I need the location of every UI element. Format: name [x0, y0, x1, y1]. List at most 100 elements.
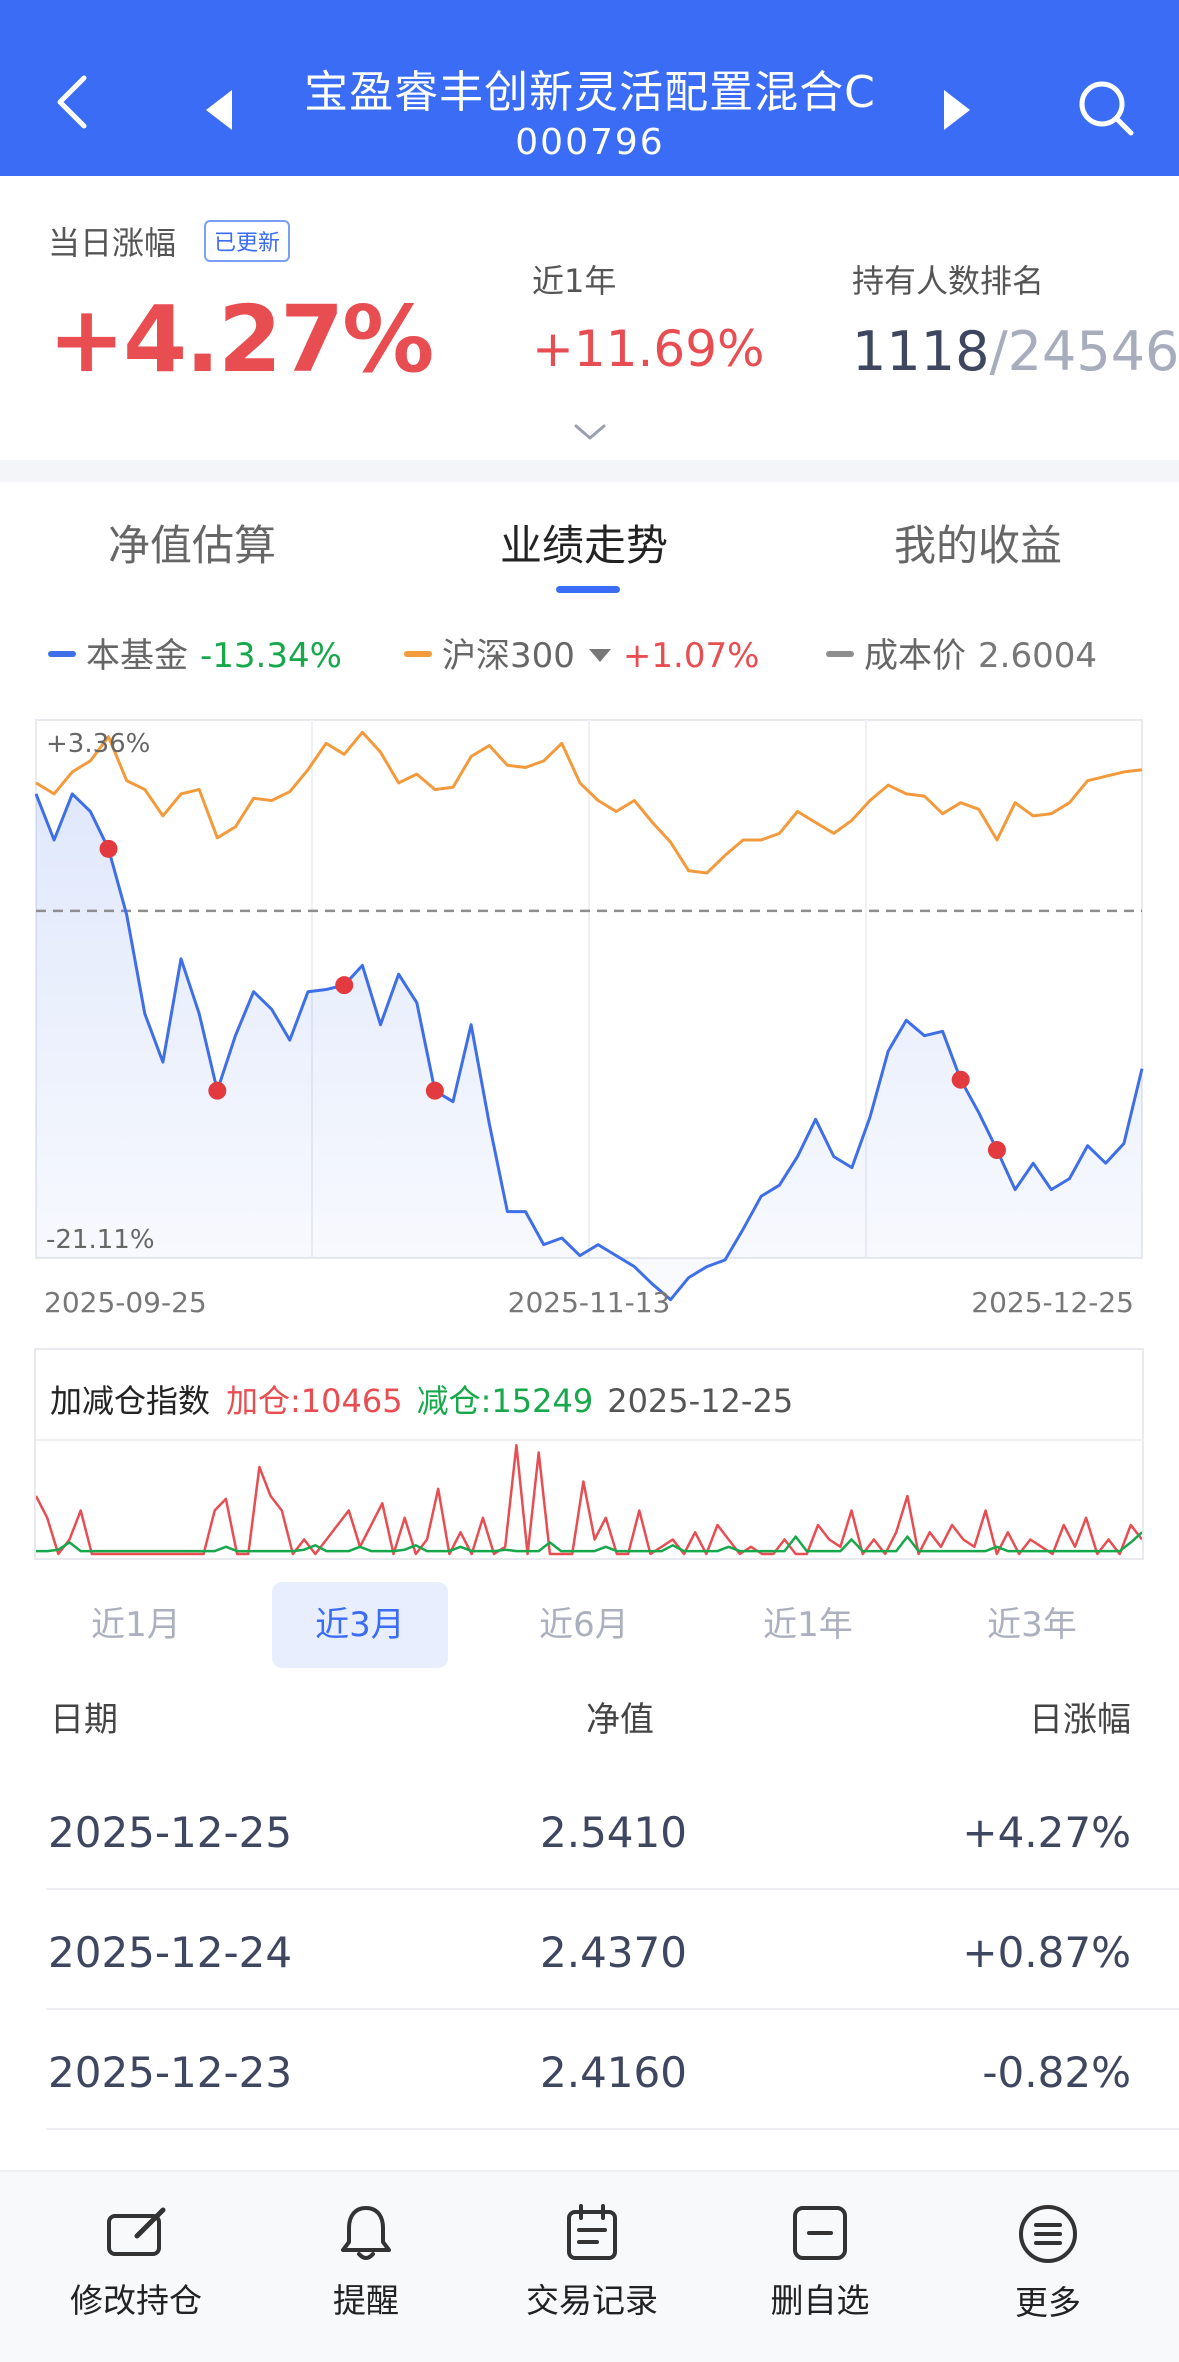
row-nav: 2.4160	[540, 2048, 687, 2097]
x-tick-label: 2025-12-25	[971, 1286, 1134, 1319]
row-divider	[46, 2128, 1179, 2130]
row-nav: 2.5410	[540, 1808, 687, 1857]
header-date: 日期	[50, 1700, 118, 1740]
previous-fund-icon[interactable]	[200, 86, 240, 134]
row-date: 2025-12-23	[48, 2048, 293, 2097]
fund-title: 宝盈睿丰创新灵活配置混合C	[304, 67, 876, 118]
tab-my-earnings[interactable]: 我的收益	[894, 521, 1063, 570]
next-fund-icon[interactable]	[936, 86, 976, 134]
reminder-button[interactable]: 提醒	[266, 2202, 466, 2322]
more-menu-icon	[1019, 2205, 1077, 2263]
edit-holding-button[interactable]: 修改持仓	[36, 2202, 236, 2322]
chart-tabs: 净值估算 业绩走势 我的收益	[0, 482, 1179, 593]
rank-total: /24546	[989, 320, 1179, 383]
position-index-header: 加减仓指数 加仓:10465 减仓:15249 2025-12-25	[50, 1376, 793, 1422]
legend-index[interactable]: 沪深300 +1.07%	[404, 628, 759, 677]
table-row[interactable]: 2025-12-25 2.5410 +4.27%	[0, 1770, 1179, 1890]
tab-performance[interactable]: 业绩走势	[500, 521, 669, 570]
edit-holding-label: 修改持仓	[70, 2281, 202, 2320]
chart-series-layer	[34, 730, 1144, 1302]
x-tick-label: 2025-11-13	[508, 1286, 671, 1319]
holder-rank-label: 持有人数排名	[852, 262, 1045, 300]
dropdown-caret-icon[interactable]	[588, 649, 611, 662]
row-change: +0.87%	[962, 1928, 1131, 1977]
row-divider	[46, 2008, 1179, 2010]
legend-fund-name: 本基金	[86, 636, 188, 676]
header-nav: 净值	[586, 1700, 654, 1740]
section-divider	[0, 460, 1179, 482]
add-position-value: 加仓:10465	[226, 1382, 403, 1420]
trade-marker[interactable]	[425, 1081, 444, 1100]
chevron-down-icon[interactable]	[572, 420, 608, 444]
trade-record-label: 交易记录	[526, 2281, 658, 2320]
position-index-layer	[36, 1444, 1142, 1556]
remove-favorite-label: 删自选	[770, 2281, 870, 2320]
y-top-label: +3.36%	[46, 729, 150, 759]
x-tick-label: 2025-09-25	[44, 1286, 207, 1319]
remove-favorite-button[interactable]: 删自选	[720, 2202, 920, 2322]
y-bottom-label: -21.11%	[46, 1225, 155, 1255]
row-date: 2025-12-25	[48, 1808, 293, 1857]
legend-index-value: +1.07%	[622, 636, 760, 676]
rank-position: 1118	[852, 320, 990, 383]
cost-swatch	[826, 650, 854, 657]
trade-record-button[interactable]: 交易记录	[492, 2202, 692, 2322]
updated-badge: 已更新	[204, 220, 291, 262]
remove-favorite-icon	[793, 2206, 847, 2260]
more-label: 更多	[1015, 2283, 1081, 2322]
performance-chart-svg: +3.36% -21.11% 2025-09-25 2025-11-13 202…	[34, 719, 1144, 1319]
daily-change-value: +4.27%	[48, 286, 434, 393]
position-index-title: 加减仓指数	[50, 1382, 211, 1420]
chart-legend: 本基金 -13.34% 沪深300 +1.07% 成本价 2.6004	[0, 628, 1179, 684]
header-change: 日涨幅	[1029, 1700, 1131, 1740]
search-icon[interactable]	[1076, 78, 1136, 138]
period-selector: 近1月 近3月 近6月 近1年 近3年	[0, 1582, 1179, 1672]
edit-holding-icon	[107, 2207, 166, 2256]
period-3m[interactable]: 近3月	[272, 1582, 448, 1668]
legend-index-name: 沪深300	[442, 636, 575, 676]
row-change: -0.82%	[982, 2048, 1131, 2097]
position-index-date: 2025-12-25	[607, 1382, 794, 1420]
year-change-label: 近1年	[532, 262, 617, 300]
period-6m[interactable]: 近6月	[539, 1605, 629, 1645]
more-button[interactable]: 更多	[948, 2202, 1148, 2324]
position-index-chart: 加减仓指数 加仓:10465 减仓:15249 2025-12-25	[34, 1348, 1144, 1560]
position-index-svg	[36, 1439, 1142, 1556]
reminder-label: 提醒	[333, 2281, 399, 2320]
fund-area-fill	[36, 793, 1142, 1300]
active-tab-indicator	[556, 586, 620, 593]
bottom-action-bar: 修改持仓 提醒 交易记录 删自选	[0, 2170, 1179, 2362]
trade-marker[interactable]	[951, 1070, 970, 1089]
index-swatch	[404, 650, 432, 657]
row-divider	[46, 1888, 1179, 1890]
trade-marker[interactable]	[208, 1081, 227, 1100]
legend-cost: 成本价 2.6004	[826, 628, 1097, 677]
reduce-position-value: 减仓:15249	[416, 1382, 594, 1420]
fund-code: 000796	[515, 122, 665, 163]
back-arrow-icon[interactable]	[48, 72, 98, 132]
table-row[interactable]: 2025-12-24 2.4370 +0.87%	[0, 1890, 1179, 2010]
legend-fund: 本基金 -13.34%	[48, 628, 342, 677]
period-3y[interactable]: 近3年	[987, 1605, 1077, 1645]
period-1y[interactable]: 近1年	[763, 1605, 853, 1645]
trade-marker[interactable]	[99, 839, 118, 858]
series-line-add	[36, 1444, 1142, 1556]
table-row[interactable]: 2025-12-23 2.4160 -0.82%	[0, 2010, 1179, 2130]
trade-marker[interactable]	[335, 976, 354, 995]
fund-swatch	[48, 650, 76, 657]
performance-chart[interactable]: +3.36% -21.11% 2025-09-25 2025-11-13 202…	[0, 700, 1179, 1340]
bell-icon	[341, 2206, 391, 2260]
row-change: +4.27%	[962, 1808, 1131, 1857]
nav-table-header: 日期 净值 日涨幅	[0, 1692, 1179, 1752]
tab-nav-estimate[interactable]: 净值估算	[108, 521, 277, 570]
holder-rank-value: 1118/24546	[852, 320, 1179, 383]
top-nav-bar: 宝盈睿丰创新灵活配置混合C 000796	[0, 0, 1179, 176]
period-1m[interactable]: 近1月	[91, 1605, 181, 1645]
year-change-value: +11.69%	[532, 320, 765, 378]
trade-marker[interactable]	[987, 1141, 1006, 1160]
calendar-record-icon	[567, 2204, 617, 2260]
legend-fund-value: -13.34%	[200, 636, 342, 676]
series-line-reduce	[36, 1531, 1142, 1553]
series-line-index	[35, 730, 1143, 875]
